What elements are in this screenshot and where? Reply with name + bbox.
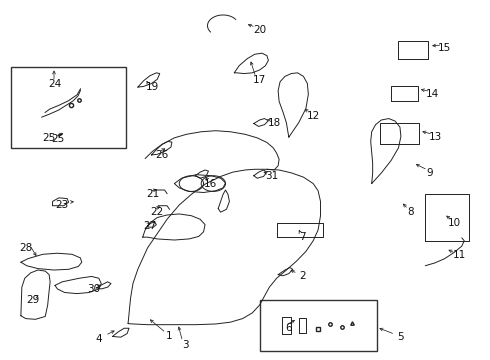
Text: 10: 10 bbox=[448, 218, 461, 228]
Text: 18: 18 bbox=[268, 118, 281, 128]
Text: 13: 13 bbox=[428, 132, 441, 142]
Text: 16: 16 bbox=[204, 179, 218, 189]
Text: 25: 25 bbox=[51, 134, 64, 144]
Bar bbox=[11, 67, 125, 148]
Text: 21: 21 bbox=[146, 189, 159, 199]
Text: 22: 22 bbox=[151, 207, 164, 217]
Text: 5: 5 bbox=[397, 332, 404, 342]
Text: 17: 17 bbox=[253, 75, 266, 85]
Text: 1: 1 bbox=[166, 332, 173, 342]
Bar bbox=[260, 300, 376, 351]
Text: 8: 8 bbox=[407, 207, 414, 217]
Text: 26: 26 bbox=[155, 150, 169, 160]
Text: 24: 24 bbox=[49, 78, 62, 89]
Text: 20: 20 bbox=[253, 25, 266, 35]
Text: 2: 2 bbox=[299, 271, 306, 282]
Text: 4: 4 bbox=[96, 334, 102, 344]
Text: 15: 15 bbox=[438, 43, 451, 53]
Text: 9: 9 bbox=[427, 168, 434, 178]
Text: 6: 6 bbox=[286, 323, 292, 333]
Text: 27: 27 bbox=[144, 221, 157, 231]
Text: 7: 7 bbox=[299, 232, 306, 242]
Text: 29: 29 bbox=[26, 295, 40, 305]
Text: 19: 19 bbox=[146, 82, 159, 92]
Text: 12: 12 bbox=[307, 111, 320, 121]
Text: 11: 11 bbox=[453, 250, 466, 260]
Text: 23: 23 bbox=[56, 200, 69, 210]
Text: 28: 28 bbox=[19, 243, 32, 253]
Text: 14: 14 bbox=[426, 89, 439, 99]
Text: 25: 25 bbox=[43, 133, 56, 143]
Text: 3: 3 bbox=[182, 340, 189, 350]
Text: 30: 30 bbox=[87, 284, 100, 294]
Text: 31: 31 bbox=[265, 171, 278, 181]
